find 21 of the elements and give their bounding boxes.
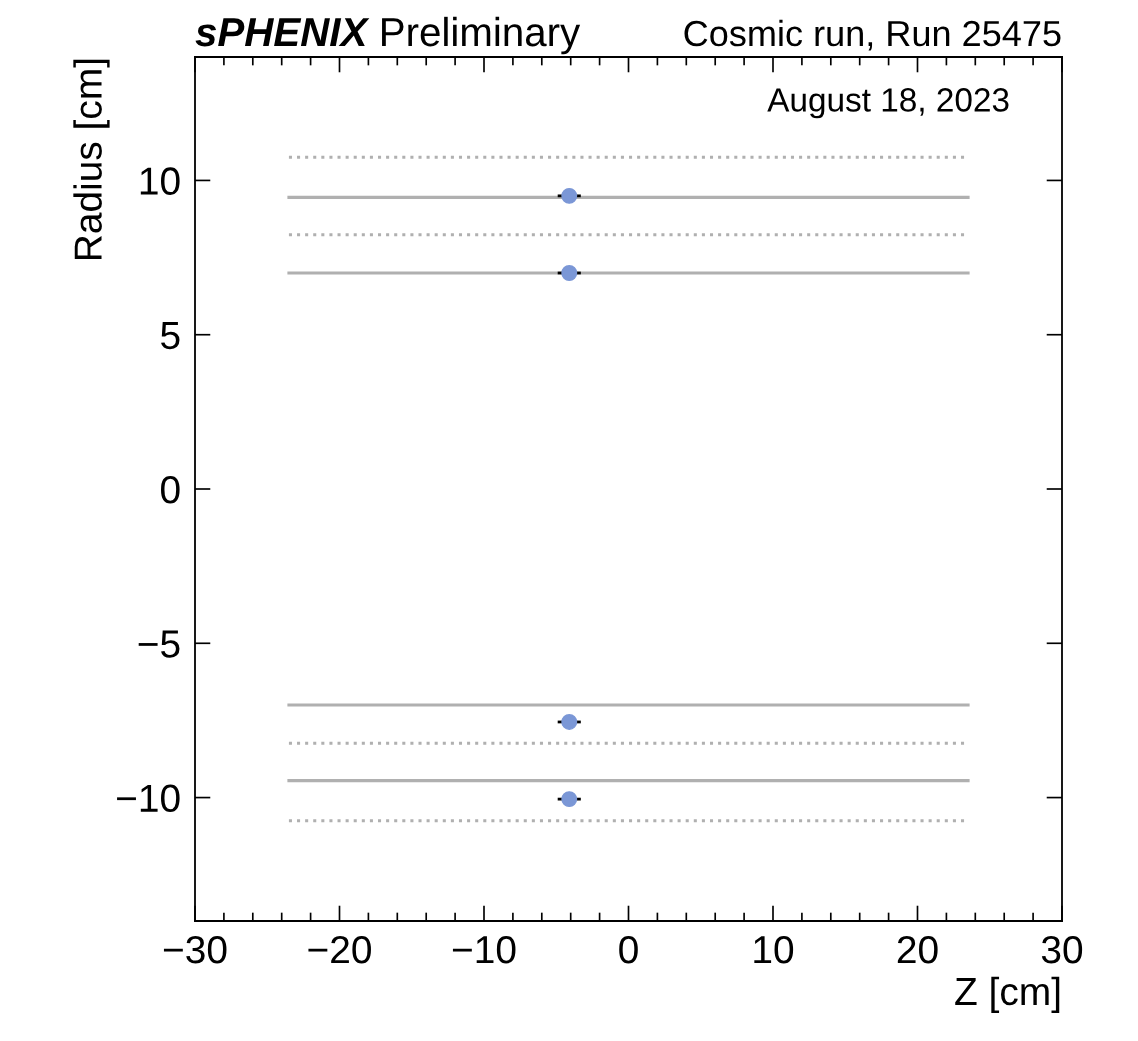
y-axis-title: Radius [cm] bbox=[73, 59, 110, 260]
y-tick-label: −5 bbox=[138, 630, 180, 658]
x-tick-label: 0 bbox=[619, 935, 638, 964]
point bbox=[561, 713, 578, 730]
point bbox=[561, 265, 578, 281]
y-tick-label: 10 bbox=[140, 167, 180, 195]
x-tick-label: −20 bbox=[308, 935, 371, 964]
y-tick-label: −10 bbox=[117, 784, 180, 813]
x-tick-label: 10 bbox=[754, 935, 794, 964]
annotation: August 18, 2023 bbox=[767, 88, 1009, 119]
x-axis-title: Z [cm] bbox=[955, 976, 1060, 1013]
x-tick-label: 30 bbox=[1041, 935, 1083, 964]
x-tick-label: 20 bbox=[897, 935, 938, 964]
point bbox=[561, 187, 578, 204]
point bbox=[561, 791, 578, 808]
chart-title: sPHENIX Preliminary bbox=[195, 16, 581, 55]
x-tick-label: −10 bbox=[452, 935, 516, 964]
chart-subtitle: Cosmic run, Run 25475 bbox=[684, 19, 1061, 51]
y-tick-label: 5 bbox=[161, 322, 180, 350]
x-tick-label: −30 bbox=[163, 935, 227, 964]
y-tick-label: 0 bbox=[161, 475, 180, 504]
